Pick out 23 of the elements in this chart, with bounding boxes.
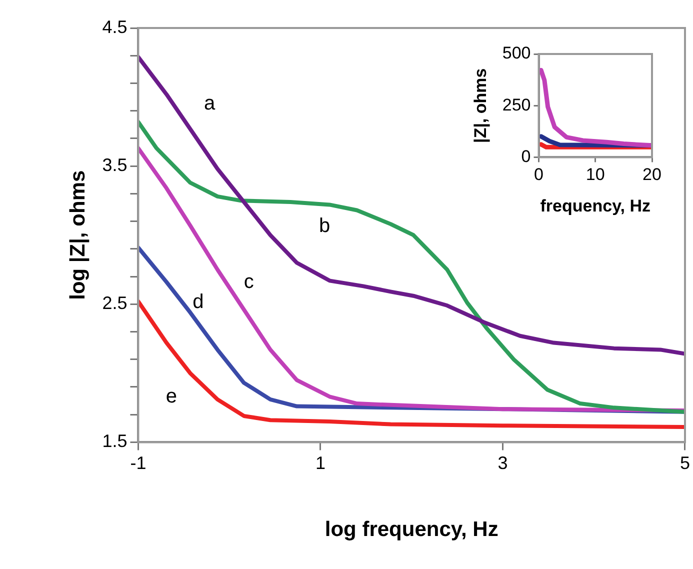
x-tick-label: 1 xyxy=(315,452,326,473)
series-label: a xyxy=(204,92,216,114)
x-tick-label: -1 xyxy=(130,452,146,473)
series-label: d xyxy=(192,290,204,313)
x-tick-label: 0 xyxy=(534,165,544,184)
y-tick-label: 2.5 xyxy=(102,293,128,314)
x-tick-label: 3 xyxy=(498,452,508,473)
y-tick-label: 250 xyxy=(502,95,531,114)
series-label: e xyxy=(166,385,178,408)
x-axis-title: log frequency, Hz xyxy=(324,518,498,542)
series-label: c xyxy=(244,271,254,294)
x-tick-label: 5 xyxy=(680,452,690,473)
x-tick-label: 20 xyxy=(642,165,662,184)
y-axis-title: log |Z|, ohms xyxy=(66,170,90,300)
y-tick-label: 3.5 xyxy=(102,155,128,176)
series-label: b xyxy=(319,215,330,238)
x-axis-title: frequency, Hz xyxy=(540,196,650,216)
y-tick-label: 500 xyxy=(502,44,531,63)
y-axis-title: |Z|, ohms xyxy=(470,68,490,143)
y-tick-label: 0 xyxy=(521,146,531,166)
y-tick-label: 4.5 xyxy=(102,16,128,37)
x-tick-label: 10 xyxy=(586,165,605,184)
y-tick-label: 1.5 xyxy=(102,431,128,452)
